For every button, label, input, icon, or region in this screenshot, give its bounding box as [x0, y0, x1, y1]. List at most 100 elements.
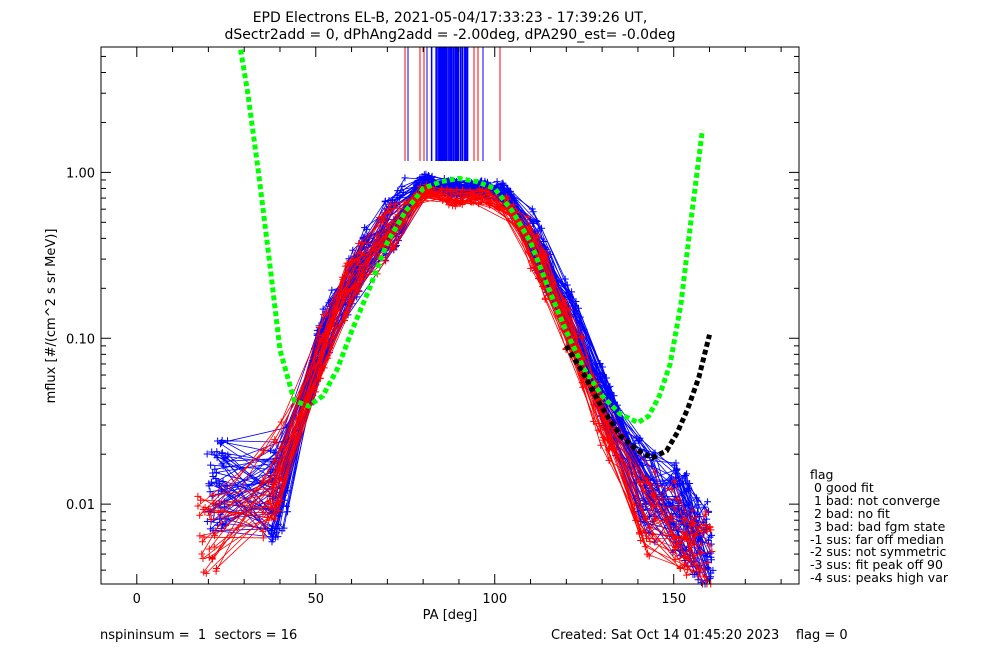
red-point-marker	[706, 542, 714, 550]
red-point-marker	[356, 261, 364, 269]
blue-series-line	[207, 181, 707, 581]
blue-point-marker	[206, 525, 214, 533]
red-point-marker	[266, 498, 274, 506]
red-point-marker	[681, 515, 689, 523]
x-tick-label: 0	[133, 592, 141, 607]
blue-point-marker	[561, 275, 569, 283]
blue-series-line	[216, 176, 695, 552]
blue-point-marker	[203, 517, 211, 525]
red-point-marker	[672, 544, 680, 552]
y-tick-label: 0.10	[66, 332, 95, 347]
red-point-marker	[645, 552, 653, 560]
blue-point-marker	[219, 462, 227, 470]
red-point-marker	[650, 490, 658, 498]
x-axis-ticks: 0 50 100 150	[133, 47, 782, 607]
blue-point-marker	[493, 178, 501, 186]
x-tick-label: 100	[482, 592, 507, 607]
red-point-marker	[451, 198, 459, 206]
red-point-marker	[467, 194, 475, 202]
red-point-marker	[573, 334, 581, 342]
blue-point-marker	[328, 286, 336, 294]
red-point-marker	[443, 197, 451, 205]
blue-point-marker	[207, 478, 215, 486]
legend-title: flag	[810, 467, 834, 482]
blue-point-marker	[268, 522, 276, 530]
legend-item: -1 sus: far off median	[810, 531, 944, 547]
red-point-marker	[605, 456, 613, 464]
red-point-marker	[646, 524, 654, 532]
blue-point-marker	[452, 179, 460, 187]
red-point-marker	[456, 200, 464, 208]
blue-point-marker	[672, 470, 680, 478]
red-point-marker	[382, 257, 390, 265]
red-point-marker	[277, 418, 285, 426]
blue-series-line	[222, 185, 713, 571]
blue-series-line	[212, 182, 702, 583]
blue-point-marker	[207, 461, 215, 469]
red-point-marker	[708, 547, 716, 555]
red-point-marker	[209, 491, 217, 499]
red-point-marker	[677, 534, 685, 542]
red-point-marker	[194, 502, 202, 510]
red-point-marker	[692, 514, 700, 522]
red-point-marker	[422, 190, 430, 198]
red-point-marker	[668, 512, 676, 520]
blue-point-marker	[703, 515, 711, 523]
red-point-marker	[597, 441, 605, 449]
blue-point-marker	[213, 479, 221, 487]
blue-point-marker	[206, 488, 214, 496]
red-point-marker	[343, 308, 351, 316]
x-tick-label: 150	[661, 592, 686, 607]
red-point-marker	[705, 523, 713, 531]
red-point-marker	[542, 294, 550, 302]
red-point-marker	[670, 504, 678, 512]
data-line-bundle	[194, 170, 717, 588]
red-point-marker	[322, 342, 330, 350]
plot-frame	[100, 46, 800, 585]
red-point-marker	[650, 502, 658, 510]
red-point-marker	[468, 191, 476, 199]
red-point-marker	[343, 259, 351, 267]
red-point-marker	[684, 555, 692, 563]
blue-point-marker	[212, 475, 220, 483]
blue-point-marker	[497, 183, 505, 191]
red-point-marker	[198, 538, 206, 546]
blue-point-marker	[274, 533, 282, 541]
red-point-marker	[194, 492, 202, 500]
x-tick-label: 50	[307, 592, 324, 607]
blue-point-marker	[214, 437, 222, 445]
blue-point-marker	[694, 501, 702, 509]
blue-point-marker	[694, 576, 702, 584]
red-point-marker	[355, 287, 363, 295]
red-point-marker	[683, 571, 691, 579]
blue-point-marker	[673, 466, 681, 474]
red-point-marker	[343, 287, 351, 295]
red-series-line	[202, 190, 697, 551]
y-tick-label: 0.01	[66, 498, 95, 513]
blue-point-marker	[707, 569, 715, 577]
red-series-line	[216, 194, 703, 585]
legend-item: -3 sus: fit peak off 90	[810, 557, 943, 573]
red-point-marker	[447, 187, 455, 195]
footer-spin-info: nspininsum = 1 sectors = 16	[100, 628, 298, 643]
red-point-marker	[540, 247, 548, 255]
red-point-marker	[272, 439, 280, 447]
legend-item: 1 bad: not converge	[810, 492, 941, 508]
blue-point-marker	[605, 384, 613, 392]
blue-point-marker	[681, 477, 689, 485]
blue-point-marker	[280, 524, 288, 532]
chart-title-line2: dSectr2add = 0, dPhAng2add = -2.00deg, d…	[225, 27, 676, 43]
red-point-marker	[205, 553, 213, 561]
red-point-marker	[651, 468, 659, 476]
red-point-marker	[695, 572, 703, 580]
blue-point-marker	[398, 183, 406, 191]
blue-series-line	[219, 186, 696, 575]
blue-point-marker	[529, 208, 537, 216]
red-point-marker	[197, 496, 205, 504]
blue-point-marker	[381, 198, 389, 206]
red-point-marker	[316, 374, 324, 382]
red-point-marker	[525, 248, 533, 256]
legend-item: -4 sus: peaks high var	[810, 570, 949, 586]
blue-point-marker	[670, 461, 678, 469]
